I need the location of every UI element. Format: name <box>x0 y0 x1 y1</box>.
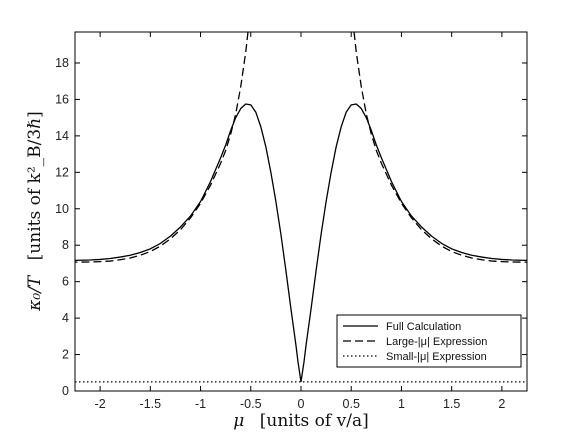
x-axis-units: [units of v/a] <box>260 411 369 431</box>
y-tick-label: 18 <box>55 56 69 70</box>
series-line-solid <box>300 103 527 382</box>
series-line-dashed <box>353 32 527 263</box>
y-tick-label: 8 <box>62 238 69 252</box>
y-axis-symbol: κ₀/T <box>25 274 45 312</box>
x-tick-label: 0.5 <box>343 397 360 411</box>
x-axis-label: μ [units of v/a] <box>233 411 368 431</box>
x-tick-label: -1.5 <box>140 397 162 411</box>
x-axis-symbol: μ <box>233 411 244 431</box>
legend: Full Calculation Large-|μ| Expression Sm… <box>336 314 522 368</box>
y-tick-label: 6 <box>62 275 69 289</box>
y-axis-ticks: 0 2 4 6 8 10 12 14 16 18 <box>55 56 527 398</box>
y-tick-label: 10 <box>55 202 69 216</box>
x-tick-label: -1 <box>195 397 206 411</box>
legend-label-full: Full Calculation <box>386 321 461 333</box>
x-tick-label: -2 <box>95 397 106 411</box>
x-tick-label: 2 <box>498 397 505 411</box>
x-tick-label: 1.5 <box>443 397 460 411</box>
legend-label-small: Small-|μ| Expression <box>386 351 487 363</box>
y-tick-label: 12 <box>55 165 69 179</box>
y-axis-label: κ₀/T [units of k²_B/3ℏ] <box>25 111 45 312</box>
y-tick-label: 2 <box>62 348 69 362</box>
x-tick-label: 1 <box>398 397 405 411</box>
x-tick-label: 0 <box>298 397 305 411</box>
series-layer <box>75 32 527 383</box>
legend-label-large: Large-|μ| Expression <box>386 336 487 348</box>
series-line-solid-mirror <box>75 103 302 382</box>
y-tick-label: 16 <box>55 92 69 106</box>
x-axis-ticks: -2 -1.5 -1 -0.5 0 0.5 1 1.5 2 <box>95 32 505 411</box>
y-axis-units: [units of k²_B/3ℏ] <box>25 111 45 260</box>
x-tick-label: -0.5 <box>240 397 262 411</box>
y-tick-label: 4 <box>62 311 69 325</box>
y-tick-label: 14 <box>55 129 69 143</box>
series-line-dashed-mirror <box>75 32 249 263</box>
y-tick-label: 0 <box>62 384 69 398</box>
